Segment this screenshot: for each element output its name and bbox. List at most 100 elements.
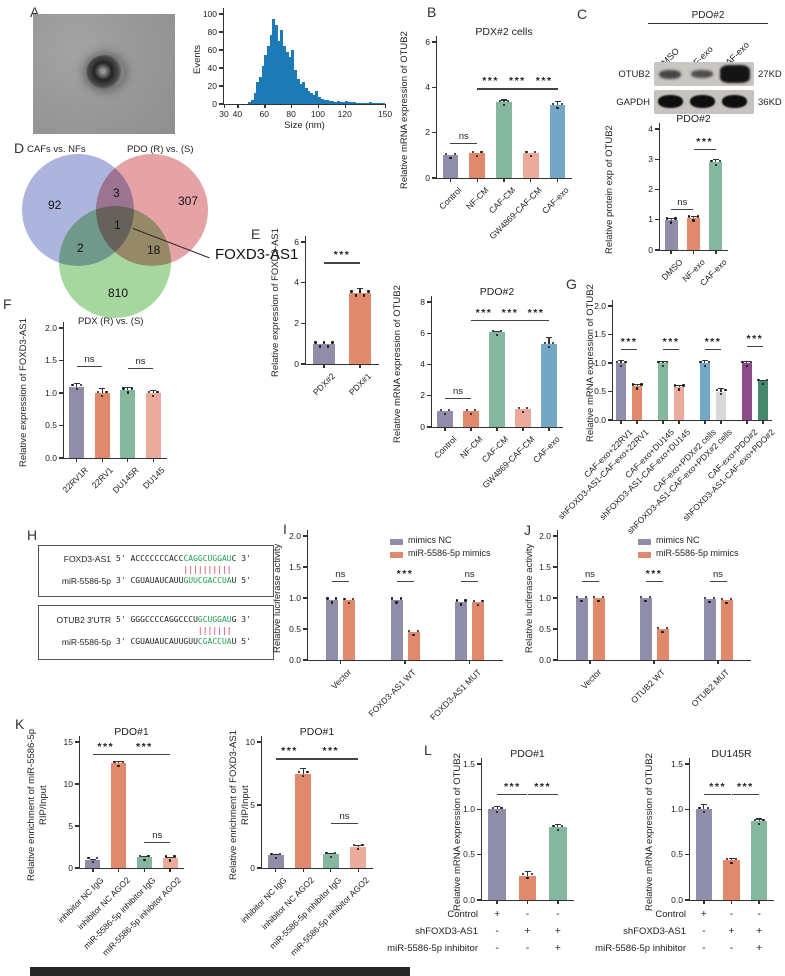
- y-tick: [219, 49, 223, 51]
- data-point: [762, 818, 765, 821]
- sequence-name: miR-5586-5p: [61, 576, 111, 586]
- hist-bar: [355, 103, 359, 104]
- y-tick-label: 1.0: [45, 387, 57, 398]
- y-tick: [553, 659, 557, 661]
- significance-line: [330, 822, 359, 824]
- x-tick: [264, 104, 266, 108]
- bar: [455, 601, 468, 660]
- data-point: [330, 601, 334, 604]
- data-point: [352, 844, 356, 847]
- bar: [472, 602, 485, 660]
- panel-f-cell-line-chart: 0.0 0.5 1.0 1.5 2.0 Relative expression of FO…: [18, 296, 186, 521]
- data-point: [498, 99, 501, 102]
- data-point: [455, 599, 459, 602]
- y-axis: [612, 300, 614, 420]
- y-tick: [301, 241, 305, 243]
- x-tick: [291, 104, 293, 108]
- data-point: [495, 333, 499, 337]
- significance-line: [523, 319, 549, 322]
- x-tick: [530, 178, 532, 182]
- x-category-label: CAF-exo: [539, 185, 571, 216]
- y-tick-label: 20: [207, 80, 217, 91]
- y-tick: [301, 322, 305, 325]
- significance-line: [527, 793, 558, 796]
- data-point: [726, 857, 729, 860]
- hist-bar: [320, 98, 324, 104]
- bar: [489, 332, 505, 427]
- y-axis-label: Relative expression of FOXD3-AS1: [18, 318, 29, 468]
- x-tick: [670, 250, 672, 254]
- panel-label-b: B: [427, 4, 437, 20]
- chart-title: PDX#2 cells: [475, 26, 533, 38]
- hist-bar: [371, 103, 375, 104]
- significance-line: [504, 88, 531, 90]
- x-tick: [76, 458, 78, 462]
- y-tick-label: 0.0: [45, 452, 57, 463]
- data-point: [143, 858, 146, 861]
- y-tick-label: 10: [63, 778, 73, 789]
- bar: [488, 809, 506, 900]
- y-axis-label: Events: [192, 44, 203, 74]
- matrix-row-label: Control: [447, 909, 478, 920]
- error-cap: [659, 360, 666, 362]
- y-tick-label: 4: [648, 123, 653, 134]
- x-category-label: DU145R: [110, 465, 141, 496]
- matrix-value: +: [756, 925, 763, 937]
- hist-bar: [342, 102, 346, 104]
- sequence-otub2-3utr: 5' GGGCCCCAGGCCCUGCUGGAUG 3': [116, 615, 251, 624]
- hist-bar: [261, 66, 265, 104]
- x-category-label: FOXD3-AS1 MUT: [427, 667, 483, 723]
- legend-label: miR-5586-5p mimics: [408, 548, 491, 558]
- legend-label: mimics NC: [408, 535, 452, 545]
- y-tick: [303, 566, 307, 568]
- y-tick-label: 1.5: [594, 329, 606, 339]
- data-point: [601, 595, 604, 598]
- x-tick: [449, 178, 452, 182]
- matrix-value: +: [728, 925, 735, 937]
- hist-bar: [334, 102, 338, 104]
- x-tick: [556, 178, 559, 182]
- data-point: [71, 384, 74, 387]
- data-point: [326, 597, 329, 600]
- x-tick: [317, 104, 320, 108]
- x-tick: [143, 868, 146, 872]
- significance-label: ***: [322, 745, 340, 758]
- bar: [549, 105, 566, 178]
- y-tick-label: 0: [294, 358, 299, 369]
- significance-label: ns: [712, 568, 724, 580]
- bar: [541, 344, 557, 427]
- bar: [136, 857, 152, 868]
- x-tick: [275, 868, 277, 872]
- data-point: [333, 851, 337, 855]
- data-point: [593, 595, 596, 598]
- x-tick: [302, 868, 304, 872]
- panel-label-c: C: [577, 6, 588, 22]
- bar: [757, 381, 768, 420]
- significance-line: [645, 580, 663, 582]
- y-tick-label: 1.5: [671, 758, 683, 769]
- data-point: [75, 388, 78, 391]
- data-point: [556, 828, 560, 832]
- data-point: [741, 360, 744, 363]
- x-category-label: 22RV1R: [60, 465, 90, 495]
- panel-e-pdo2-chart: 0 2 4 6 8 Relative mRNA expression of OTUB2 PD…: [392, 272, 582, 527]
- data-point: [79, 384, 83, 387]
- hist-bar: [264, 54, 268, 104]
- hist-bar: [301, 81, 305, 104]
- bar: [592, 598, 605, 660]
- y-tick: [257, 741, 261, 743]
- venn-diagram: CAFs vs. NFs PDO (R) vs. (S) PDX (R) vs.…: [15, 144, 298, 331]
- significance-label: ***: [704, 335, 722, 348]
- y-tick-label: 1.0: [463, 803, 475, 814]
- x-tick: [526, 900, 529, 904]
- matrix-value: +: [756, 942, 763, 954]
- hist-bar: [248, 102, 252, 104]
- y-tick-label: 2: [425, 127, 430, 138]
- data-point: [113, 760, 116, 763]
- data-point: [91, 861, 95, 864]
- data-point: [552, 824, 555, 828]
- data-point: [648, 595, 651, 598]
- significance-line: [471, 319, 497, 322]
- y-tick-label: 3: [648, 153, 653, 164]
- significance-line: [703, 793, 732, 796]
